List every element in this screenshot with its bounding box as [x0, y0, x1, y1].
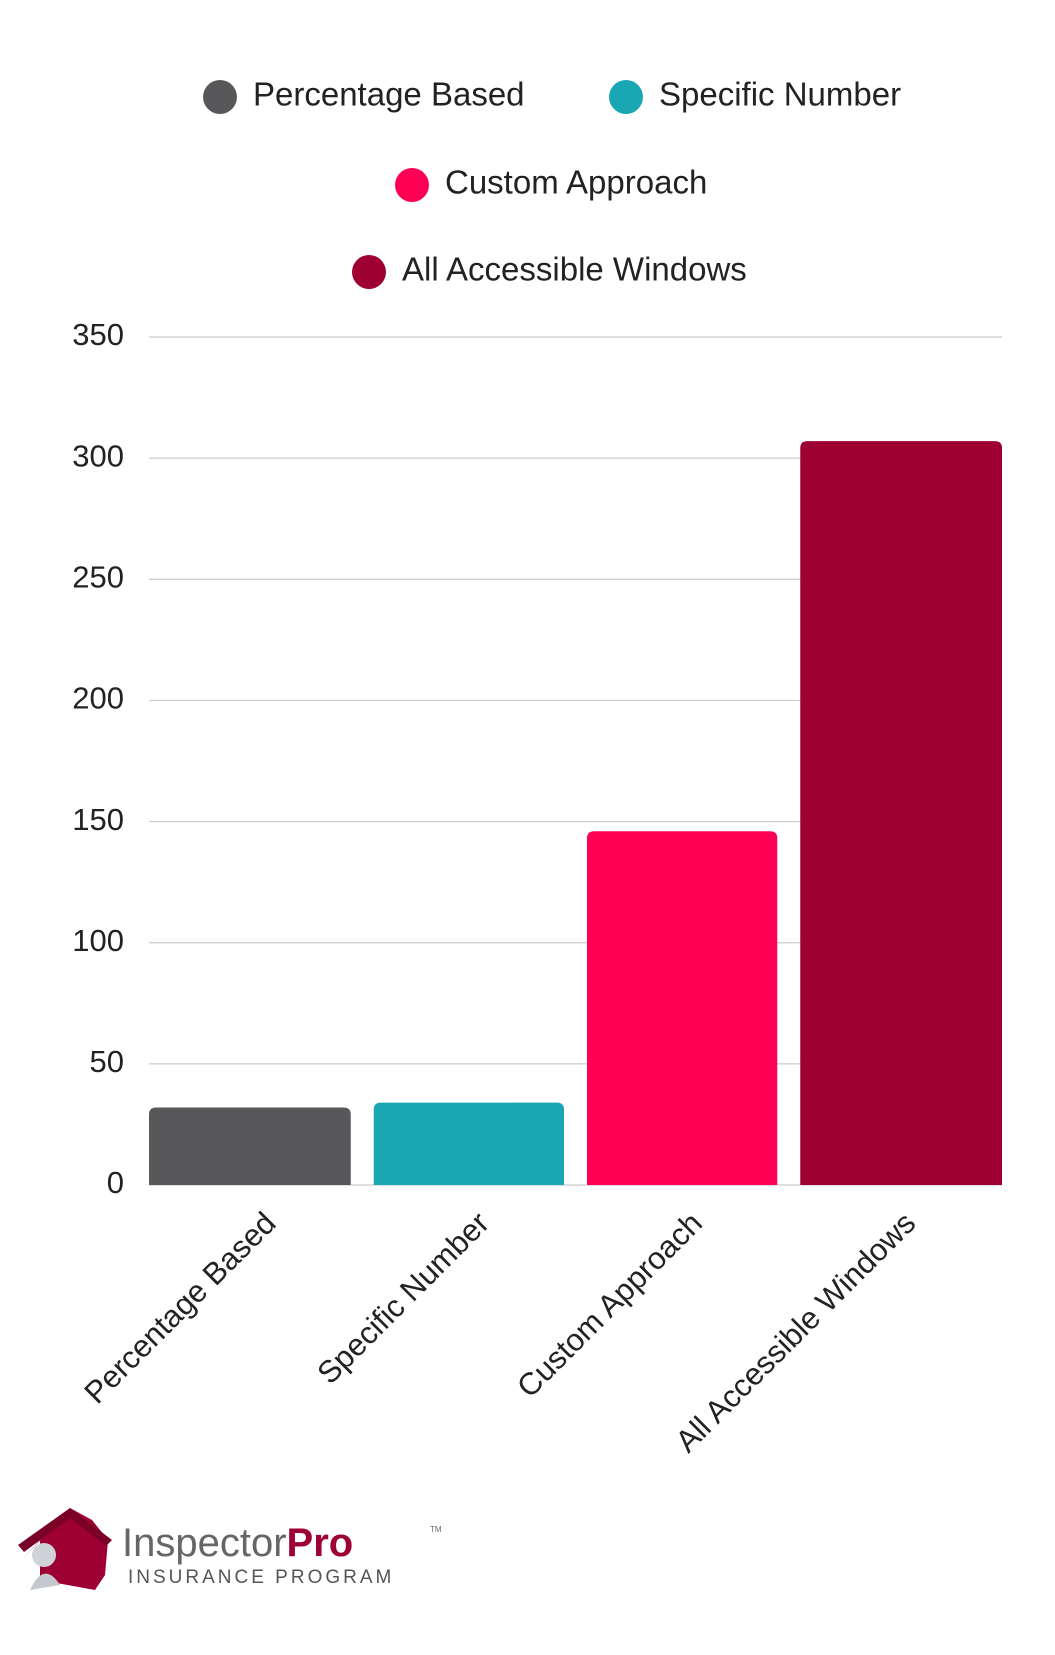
legend-swatch: [203, 80, 237, 114]
logo: InspectorPro TM INSURANCE PROGRAM: [18, 1508, 442, 1590]
bar: [373, 1102, 564, 1185]
legend-swatch: [352, 255, 386, 289]
logo-roof: [18, 1508, 112, 1552]
y-tick-label: 50: [90, 1044, 124, 1079]
y-tick-label: 100: [72, 923, 124, 958]
bar: [800, 441, 1002, 1185]
x-tick-label: All Accessible Windows: [669, 1205, 923, 1459]
legend-swatch: [609, 80, 643, 114]
logo-figure: [32, 1543, 56, 1567]
logo-figure-body: [30, 1573, 60, 1590]
y-tick-label: 200: [72, 681, 124, 716]
legend-swatch: [395, 168, 429, 202]
logo-tagline: INSURANCE PROGRAM: [128, 1567, 394, 1588]
y-tick-label: 0: [107, 1165, 124, 1200]
x-tick-label: Custom Approach: [510, 1205, 709, 1404]
y-tick-label: 250: [72, 559, 124, 594]
y-tick-label: 350: [72, 317, 124, 352]
legend-label: Percentage Based: [253, 76, 525, 113]
y-tick-label: 150: [72, 802, 124, 837]
legend-label: All Accessible Windows: [402, 251, 747, 288]
x-tick-label: Specific Number: [310, 1205, 496, 1391]
legend-label: Custom Approach: [445, 164, 707, 201]
logo-name: InspectorPro: [122, 1521, 353, 1565]
x-tick-label: Percentage Based: [77, 1205, 282, 1410]
y-tick-label: 300: [72, 438, 124, 473]
bar: [587, 831, 778, 1185]
logo-trademark: TM: [430, 1525, 442, 1534]
bar: [149, 1107, 351, 1185]
legend-label: Specific Number: [659, 76, 901, 113]
